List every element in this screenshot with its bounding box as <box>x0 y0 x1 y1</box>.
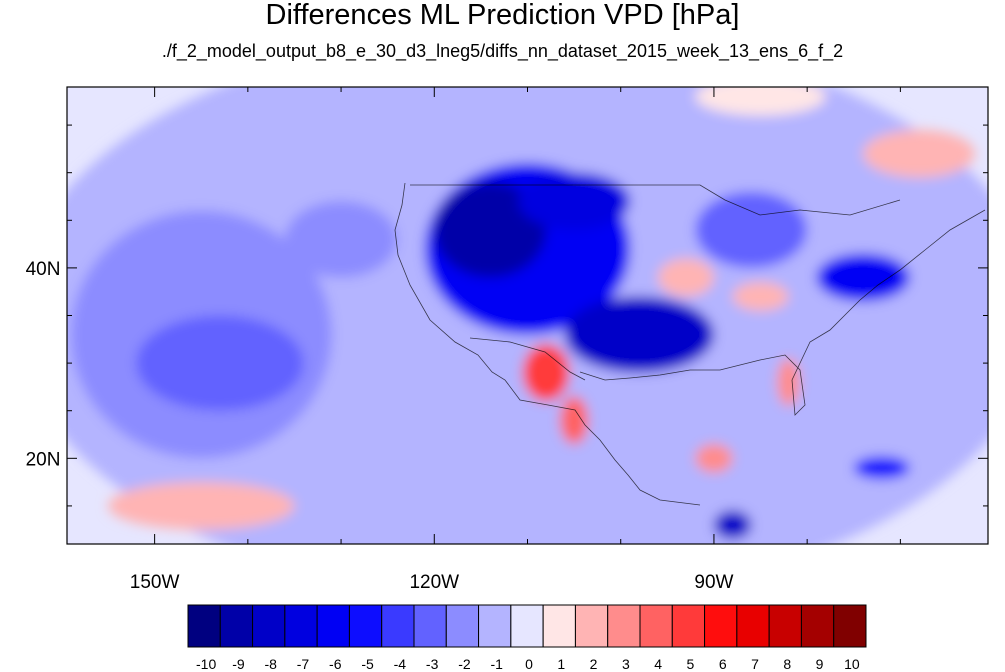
colorbar-label: 0 <box>525 656 533 672</box>
colorbar-box <box>671 604 706 648</box>
coastline-west <box>394 182 701 506</box>
colorbar-box <box>219 604 254 648</box>
coastline-east <box>791 209 986 381</box>
colorbar-label: -4 <box>394 656 407 672</box>
colorbar-label: -10 <box>196 656 216 672</box>
colorbar-label: 8 <box>783 656 791 672</box>
heatmap-region-canada-east-red <box>863 129 975 178</box>
colorbar-label: -5 <box>361 656 374 672</box>
chart-title: Differences ML Prediction VPD [hPa] <box>265 0 740 31</box>
y-tick-label: 40N <box>26 259 61 280</box>
colorbar-box <box>510 604 544 648</box>
x-tick-label: 150W <box>130 572 180 593</box>
colorbar-box <box>542 604 576 648</box>
x-tick-label: 90W <box>694 572 733 593</box>
colorbar-box <box>413 604 447 648</box>
colorbar-box <box>252 604 286 648</box>
colorbar-label: -3 <box>426 656 439 672</box>
colorbar-box <box>768 604 802 648</box>
heatmap-region-mexico-red-tail <box>560 396 589 445</box>
heatmap-region-northeast-coast <box>816 253 910 302</box>
colorbar-label: 6 <box>719 656 727 672</box>
chart-subtitle: ./f_2_model_output_b8_e_30_d3_lneg5/diff… <box>161 41 844 61</box>
colorbar-box <box>187 604 221 648</box>
colorbar-box <box>574 604 609 648</box>
colorbar-box <box>381 604 415 648</box>
colorbar-label: -1 <box>490 656 503 672</box>
map-plot: 150W 120W 90W 40N 20N <box>26 86 989 593</box>
border-canada <box>410 184 901 216</box>
heatmap-region-south-pacific-red <box>108 482 295 530</box>
colorbar-label: -7 <box>297 656 310 672</box>
heatmap-region-great-lakes <box>695 191 808 268</box>
heatmap-region-pacific-north <box>285 201 397 278</box>
colorbar-label: 10 <box>844 656 860 672</box>
colorbar-box <box>800 604 835 648</box>
colorbar-label: 9 <box>816 656 824 672</box>
heatmap-region-gulf-red <box>695 444 733 473</box>
colorbar-box <box>478 604 512 648</box>
colorbar: -10 -9 -8 -7 -6 -5 -4 -3 -2 -1 0 1 2 3 4 5 6 7 8 9 10 <box>187 604 867 672</box>
colorbar-label: 1 <box>557 656 565 672</box>
y-tick-label: 20N <box>26 449 61 470</box>
colorbar-label: -6 <box>329 656 342 672</box>
colorbar-box <box>316 604 350 648</box>
heatmap-region-us-northern-plains <box>518 172 631 230</box>
heatmap-region-central-america-blue <box>713 510 752 540</box>
colorbar-label: 2 <box>590 656 598 672</box>
heatmap-region-us-west-core <box>434 182 547 278</box>
colorbar-box <box>736 604 770 648</box>
colorbar-box <box>607 604 641 648</box>
colorbar-box <box>833 604 867 648</box>
heatmap-region-florida-red <box>777 358 800 406</box>
colorbar-box <box>639 604 673 648</box>
colorbar-box <box>445 604 480 648</box>
colorbar-label: 3 <box>622 656 630 672</box>
heatmap-region-canada-north-red <box>695 87 826 116</box>
colorbar-box <box>348 604 383 648</box>
colorbar-label: -8 <box>264 656 277 672</box>
colorbar-label: 5 <box>687 656 695 672</box>
heatmap-region-us-south-central <box>564 296 714 373</box>
colorbar-label: 4 <box>654 656 662 672</box>
coastline-gulf <box>579 354 806 416</box>
heatmap-region-mexico-red <box>522 344 570 402</box>
heatmap-region-caribbean-blue <box>853 456 910 480</box>
colorbar-label: -9 <box>232 656 245 672</box>
colorbar-label: 7 <box>751 656 759 672</box>
colorbar-box <box>704 604 738 648</box>
border-mexico <box>469 337 586 381</box>
colorbar-label: -2 <box>458 656 471 672</box>
heatmap-region-ohio-valley-red <box>732 282 789 311</box>
colorbar-box <box>284 604 318 648</box>
heatmap-region-pacific-core <box>135 315 304 411</box>
x-tick-label: 120W <box>409 572 459 593</box>
heatmap-region-central-red <box>658 258 714 297</box>
